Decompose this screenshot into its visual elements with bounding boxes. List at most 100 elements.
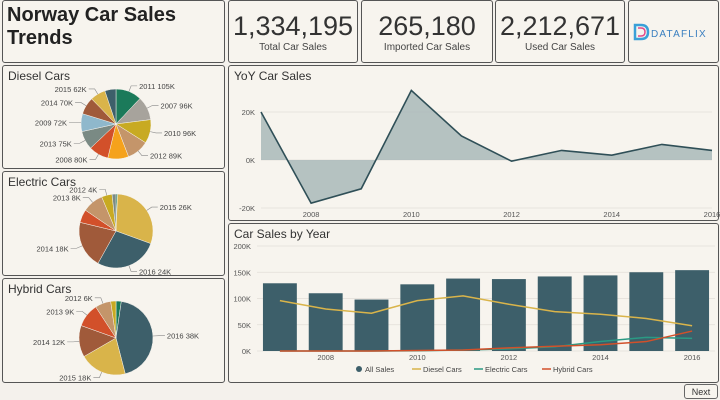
pie-leader-line — [70, 245, 83, 249]
diesel-cars-title: Diesel Cars — [8, 69, 71, 83]
kpi-used-value: 2,212,671 — [499, 11, 621, 41]
pie-slice-label: 2016 24K — [139, 267, 171, 276]
diesel-pie-chart: 2011 105K 2007 96K 2010 96K 2012 89K 2008 80… — [35, 82, 196, 165]
yoy-x-tick-label: 2014 — [603, 210, 620, 219]
pie-leader-line — [93, 372, 102, 378]
sales-bar[interactable] — [308, 293, 343, 351]
sales-x-tick-label: 2014 — [592, 353, 609, 362]
sales-combo-chart: 200K 150K 100K 50K 0K 2008 2010 2012 2014 2016 All… — [233, 242, 715, 374]
sales-bar[interactable] — [400, 284, 435, 351]
sales-y-tick-label: 150K — [233, 268, 251, 277]
pie-slice-label: 2015 62K — [55, 85, 87, 94]
next-button[interactable]: Next — [684, 384, 718, 399]
yoy-x-tick-label: 2010 — [403, 210, 420, 219]
pie-leader-line — [128, 85, 138, 92]
pie-slice-label: 2011 105K — [139, 82, 175, 91]
kpi-used-card: 2,212,671 Used Car Sales — [495, 0, 625, 63]
pie-slice-label: 2013 9K — [46, 307, 74, 316]
sales-y-tick-label: 0K — [242, 347, 251, 356]
title-panel: Norway Car Sales Trends — [2, 0, 225, 63]
sales-x-tick-label: 2010 — [409, 353, 426, 362]
sales-y-tick-label: 200K — [233, 242, 251, 251]
pie-leader-line — [67, 341, 80, 343]
sales-bar[interactable] — [262, 283, 297, 351]
legend-label[interactable]: Electric Cars — [485, 365, 528, 374]
pie-slice[interactable] — [97, 230, 152, 269]
pie-slice-label: 2012 6K — [65, 294, 93, 303]
electric-cars-panel: Electric Cars 2015 26K 2016 24K 2014 18K 20… — [2, 171, 225, 276]
legend-label[interactable]: Hybrid Cars — [553, 365, 593, 374]
sales-series-line — [279, 295, 693, 327]
pie-slice-label: 2012 89K — [150, 152, 182, 161]
sales-bar[interactable] — [491, 279, 526, 351]
hybrid-cars-title: Hybrid Cars — [8, 282, 72, 296]
logo-text: DATAFLIX — [651, 29, 707, 40]
sales-bar[interactable] — [537, 276, 572, 351]
pie-slice-label: 2015 18K — [59, 374, 91, 383]
legend-label[interactable]: Diesel Cars — [423, 365, 462, 374]
pie-slice-label: 2014 18K — [36, 244, 68, 253]
pie-slice-label: 2013 8K — [53, 194, 81, 203]
pie-leader-line — [94, 297, 104, 304]
diesel-cars-panel: Diesel Cars 2011 105K 2007 96K 2010 96K 201… — [2, 65, 225, 169]
pie-leader-line — [150, 131, 163, 134]
pie-slice-label: 2009 72K — [35, 118, 67, 127]
yoy-x-tick-label: 2008 — [303, 210, 320, 219]
pie-leader-line — [88, 88, 99, 95]
yoy-line — [260, 89, 713, 205]
sales-by-year-panel: Car Sales by Year 200K 150K 100K 50K 0K 2008 2… — [228, 223, 719, 383]
kpi-total-card: 1,334,195 Total Car Sales — [228, 0, 358, 63]
pie-leader-line — [99, 189, 108, 196]
pie-slice-label: 2014 70K — [41, 99, 73, 108]
sales-x-tick-label: 2008 — [317, 353, 334, 362]
kpi-imported-label: Imported Car Sales — [383, 42, 471, 53]
sales-y-tick-label: 50K — [238, 321, 251, 330]
pie-slice-label: 2010 96K — [164, 129, 196, 138]
page-title: Norway Car Sales Trends — [7, 4, 176, 49]
dataflix-logo-mark — [633, 23, 650, 41]
pie-slice[interactable] — [78, 222, 117, 264]
pie-slice[interactable] — [104, 88, 117, 125]
kpi-imported-value: 265,180 — [378, 11, 476, 41]
pie-slice-label: 2014 12K — [33, 338, 65, 347]
sales-by-year-title: Car Sales by Year — [234, 227, 331, 241]
electric-cars-title: Electric Cars — [8, 175, 77, 189]
yoy-y-tick-label: -20K — [239, 204, 255, 213]
legend-marker — [356, 366, 362, 372]
pie-slice[interactable] — [111, 193, 117, 232]
yoy-panel: YoY Car Sales 20K 0K -20K 2008 2010 2012 2014 2… — [228, 65, 720, 221]
yoy-area-chart: 20K 0K -20K 2008 2010 2012 2014 2016 — [239, 89, 720, 219]
hybrid-cars-panel: Hybrid Cars 2016 38K 2015 18K 2014 12K 2013… — [2, 278, 225, 383]
pie-leader-line — [147, 105, 159, 109]
pie-leader-line — [76, 311, 88, 316]
pie-leader-line — [137, 150, 148, 157]
pie-leader-line — [75, 102, 87, 106]
yoy-area — [261, 90, 712, 204]
pie-leader-line — [82, 197, 93, 203]
pie-slice[interactable] — [110, 300, 117, 339]
sales-series-line — [279, 330, 693, 352]
pie-slice[interactable] — [83, 337, 126, 376]
yoy-y-tick-label: 20K — [242, 108, 255, 117]
kpi-imported-card: 265,180 Imported Car Sales — [361, 0, 493, 63]
kpi-total-value: 1,334,195 — [232, 11, 354, 41]
pie-leader-line — [128, 265, 138, 272]
pie-leader-line — [89, 154, 99, 160]
logo-panel: DATAFLIX — [628, 0, 719, 63]
pie-slice[interactable] — [115, 193, 154, 244]
pie-slice-label: 2013 75K — [40, 139, 72, 148]
pie-slice-label: 2012 4K — [69, 185, 97, 194]
legend-label[interactable]: All Sales — [365, 365, 394, 374]
pie-leader-line — [73, 140, 86, 144]
dataflix-logo: DATAFLIX — [633, 23, 707, 41]
hybrid-pie-chart: 2016 38K 2015 18K 2014 12K 2013 9K 2012 6K — [33, 294, 199, 383]
pie-slice-label: 2015 26K — [160, 203, 192, 212]
pie-slice-label: 2008 80K — [55, 155, 87, 164]
pie-leader-line — [146, 206, 158, 211]
pie-slice[interactable] — [115, 301, 154, 375]
yoy-x-tick-label: 2016 — [704, 210, 720, 219]
sales-bar[interactable] — [354, 299, 389, 351]
sales-y-tick-label: 100K — [233, 295, 251, 304]
sales-bar[interactable] — [446, 278, 481, 351]
